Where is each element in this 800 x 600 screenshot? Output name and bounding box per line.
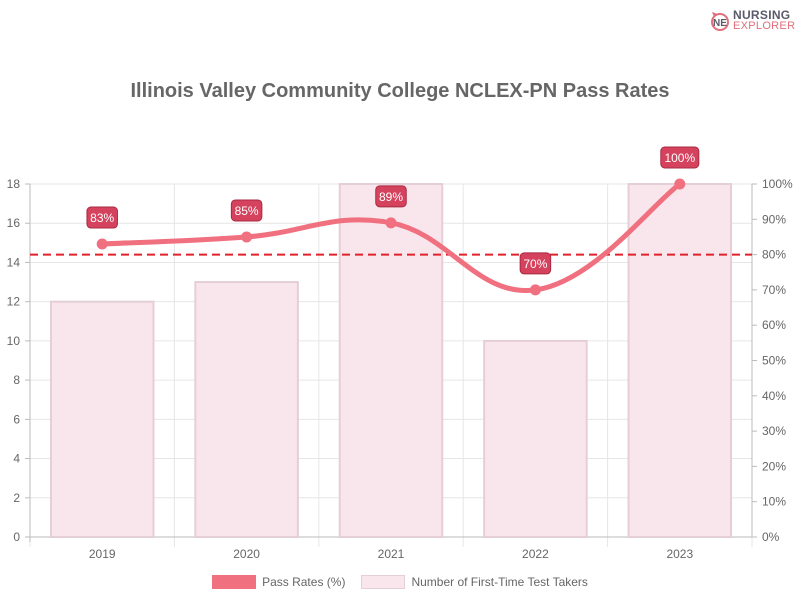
y-right-tick: 20% (762, 459, 786, 473)
legend-label-test-takers: Number of First-Time Test Takers (411, 575, 588, 589)
data-label-box (86, 206, 118, 229)
y-right-tick: 40% (762, 389, 786, 403)
svg-text:NE: NE (713, 18, 727, 29)
y-left-tick: 0 (13, 530, 20, 544)
x-tick: 2023 (666, 547, 693, 561)
y-right-tick: 0% (762, 530, 780, 544)
y-left-tick: 2 (13, 491, 20, 505)
chart-title: Illinois Valley Community College NCLEX-… (130, 80, 670, 102)
logo-text-explorer: EXPLORER (733, 20, 796, 32)
logo-icon: NE (711, 12, 729, 31)
y-left-tick: 12 (7, 295, 21, 309)
chart-legend: Pass Rates (%) Number of First-Time Test… (0, 575, 800, 589)
y-right-tick: 80% (762, 248, 786, 262)
bar[interactable] (627, 183, 733, 538)
x-tick: 2021 (378, 547, 405, 561)
bar[interactable] (483, 339, 588, 538)
x-tick: 2022 (522, 547, 549, 561)
pass-rate-point[interactable] (674, 178, 686, 190)
bar[interactable] (49, 300, 155, 538)
data-label-box (230, 199, 263, 222)
pass-rate-point[interactable] (241, 231, 253, 243)
y-right-tick: 100% (762, 177, 793, 191)
pass-rate-point[interactable] (96, 238, 108, 250)
data-label-box (660, 146, 700, 169)
legend-label-pass-rates: Pass Rates (%) (262, 575, 346, 589)
data-label: 83% (90, 211, 114, 225)
nursing-explorer-logo: NE NURSING EXPLORER (710, 8, 795, 34)
y-left-tick: 6 (13, 412, 20, 426)
data-label: 70% (523, 257, 547, 271)
data-label-box (519, 252, 552, 275)
y-left-tick: 14 (7, 255, 21, 269)
bar[interactable] (338, 183, 444, 538)
x-tick: 2019 (89, 547, 116, 561)
y-left-tick: 8 (13, 373, 20, 387)
y-left-tick: 16 (7, 216, 21, 230)
data-label: 85% (235, 204, 259, 218)
legend-item-test-takers[interactable]: Number of First-Time Test Takers (361, 575, 588, 589)
x-tick: 2020 (233, 547, 260, 561)
y-right-tick: 90% (762, 212, 786, 226)
y-right-tick: 70% (762, 283, 786, 297)
data-label-box (375, 185, 407, 208)
data-label: 100% (664, 151, 695, 165)
y-right-tick: 60% (762, 318, 786, 332)
logo-text-nursing: NURSING (733, 8, 791, 22)
pass-rate-point[interactable] (385, 217, 397, 229)
pass-rate-point[interactable] (529, 284, 541, 296)
data-label: 89% (379, 190, 403, 204)
y-left-tick: 18 (7, 177, 21, 191)
y-right-tick: 30% (762, 424, 786, 438)
y-left-tick: 10 (7, 334, 21, 348)
bar[interactable] (194, 281, 299, 538)
y-right-tick: 50% (762, 354, 786, 368)
legend-item-pass-rates[interactable]: Pass Rates (%) (212, 575, 345, 589)
legend-swatch-bar (361, 575, 406, 589)
legend-swatch-line (212, 575, 257, 589)
y-right-tick: 10% (762, 495, 786, 509)
y-left-tick: 4 (13, 452, 20, 466)
